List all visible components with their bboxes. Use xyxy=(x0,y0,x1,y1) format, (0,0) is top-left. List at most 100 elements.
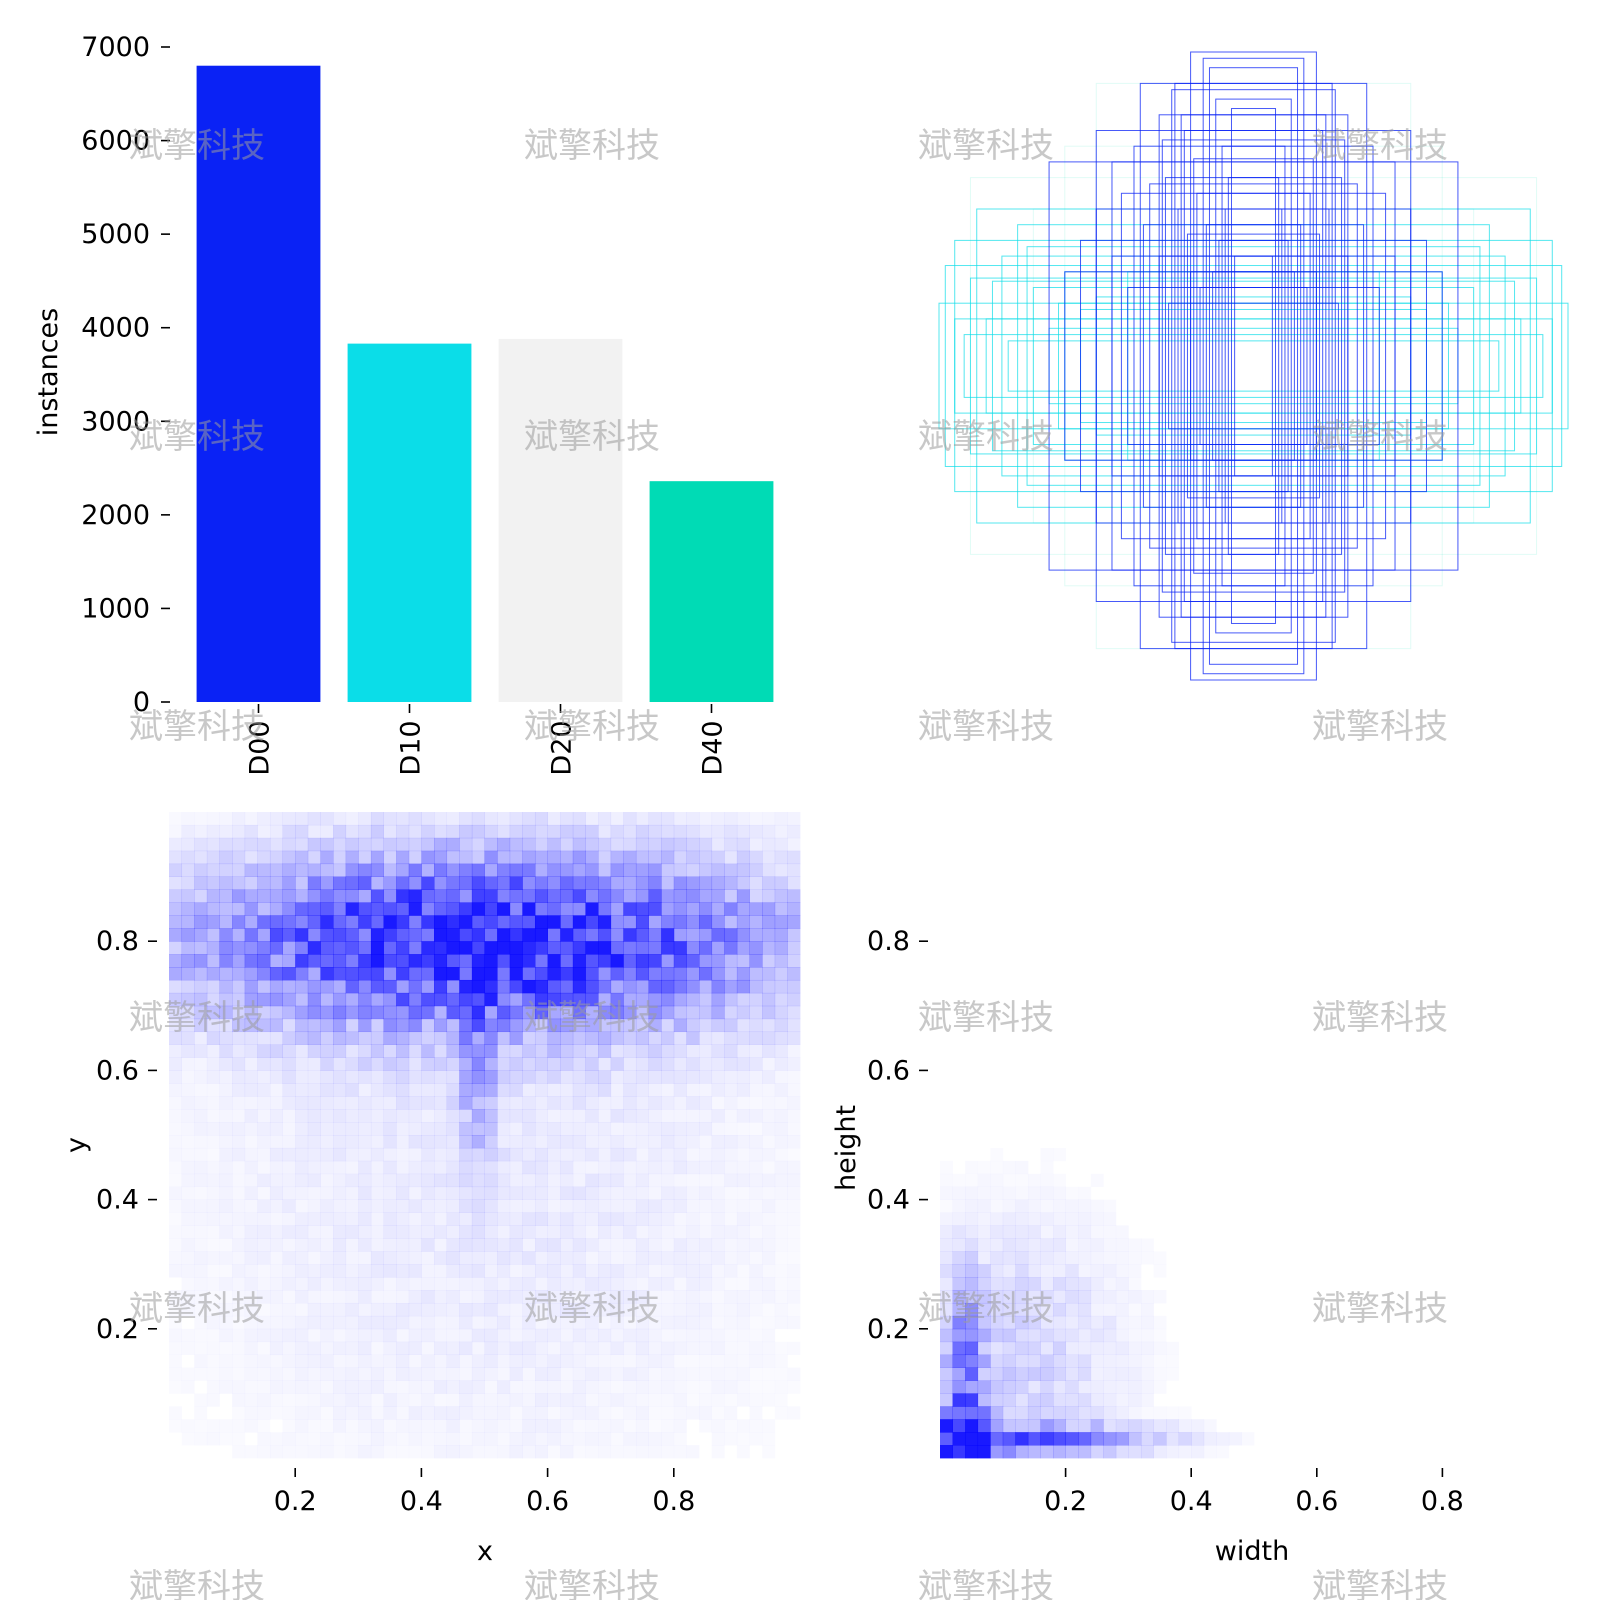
box-d00 xyxy=(1221,145,1286,587)
xy-cell xyxy=(762,1083,775,1096)
xy-cell xyxy=(572,1367,586,1381)
xy-cell xyxy=(181,1057,195,1071)
xy-cell xyxy=(370,1005,384,1020)
xy-cell xyxy=(320,876,334,890)
xy-cell xyxy=(219,915,233,929)
xy-cell xyxy=(497,1173,511,1188)
xy-cell xyxy=(370,1186,384,1200)
xy-cell xyxy=(257,1031,271,1045)
xy-cell xyxy=(257,1342,270,1355)
xy-cell xyxy=(295,837,309,852)
xy-cell xyxy=(194,1160,208,1175)
wh-cell xyxy=(1115,1302,1129,1317)
xy-cell xyxy=(358,1173,372,1188)
xy-cell xyxy=(471,902,485,916)
wh-cell xyxy=(1154,1264,1167,1277)
xy-cell xyxy=(737,1329,750,1342)
xy-cell xyxy=(497,1070,511,1084)
xy-cell xyxy=(560,1109,574,1123)
xy-cell xyxy=(522,1147,536,1162)
xy-cell xyxy=(282,889,296,903)
xy-cell xyxy=(459,1199,473,1213)
xy-cell xyxy=(383,1070,397,1084)
xy-cell xyxy=(509,1290,523,1304)
xy-cell xyxy=(471,1238,485,1252)
xy-cell xyxy=(333,992,347,1007)
xy-cell xyxy=(434,1186,448,1200)
xy-cell xyxy=(635,863,649,877)
xy-cell xyxy=(787,850,801,865)
wh-cell xyxy=(990,1174,1003,1187)
xy-cell xyxy=(699,1380,712,1393)
xy-cell xyxy=(320,1160,334,1175)
xy-cell xyxy=(712,1096,725,1109)
xy-cell xyxy=(787,967,801,981)
xy-cell xyxy=(623,1393,637,1407)
xy-cell xyxy=(661,837,675,852)
xy-cell xyxy=(610,1083,624,1097)
xy-cell xyxy=(194,915,208,929)
xy-cell xyxy=(724,1173,738,1188)
xy-cell xyxy=(686,1148,699,1161)
xy-cell xyxy=(534,812,548,826)
xy-cell xyxy=(219,979,233,994)
xy-cell xyxy=(269,1186,283,1200)
xy-cell xyxy=(333,1225,347,1239)
xy-cell xyxy=(534,1341,548,1356)
xy-cell xyxy=(572,1290,586,1304)
xy-cell xyxy=(383,1393,397,1407)
xy-cell xyxy=(762,1355,775,1368)
wh-cell xyxy=(940,1277,953,1291)
xy-cell xyxy=(623,837,637,852)
wh-cell xyxy=(940,1212,953,1226)
xy-cell xyxy=(548,1445,561,1458)
xy-cell xyxy=(358,1341,372,1356)
xy-cell xyxy=(396,837,410,852)
xy-cell xyxy=(711,1018,725,1033)
xy-cell xyxy=(244,979,258,994)
xy-cell xyxy=(484,876,498,890)
xy-cell xyxy=(787,863,801,877)
xy-cell xyxy=(787,1018,801,1033)
xy-cell xyxy=(459,1251,473,1265)
xy-cell xyxy=(649,1380,662,1393)
xy-cell xyxy=(635,954,649,968)
xy-cell xyxy=(484,1122,498,1136)
xy-cell xyxy=(522,1432,536,1446)
wh-cell xyxy=(1154,1251,1167,1264)
wh-cell xyxy=(1002,1315,1016,1330)
xy-cell xyxy=(560,954,574,968)
xy-cell xyxy=(560,1057,574,1071)
xy-cell xyxy=(762,850,776,865)
wh-cell xyxy=(1002,1225,1016,1239)
wh-cell xyxy=(990,1419,1004,1433)
xy-cell xyxy=(522,824,536,839)
xy-cell xyxy=(232,1368,245,1381)
xy-cell xyxy=(522,928,536,942)
xy-cell xyxy=(560,1380,573,1393)
xy-cell xyxy=(547,1122,561,1136)
xy-cell xyxy=(282,1070,296,1084)
wh-cell xyxy=(1091,1213,1104,1226)
wh-cell xyxy=(1027,1302,1041,1317)
xy-cell xyxy=(358,876,372,890)
xy-cell xyxy=(232,1238,246,1252)
xy-cell xyxy=(345,1122,359,1136)
xy-cell xyxy=(383,1302,397,1317)
xy-cell xyxy=(245,1445,258,1458)
xy-cell xyxy=(610,1057,624,1071)
wh-cell xyxy=(1103,1432,1117,1446)
xy-cell xyxy=(686,837,700,852)
xy-cell xyxy=(699,1005,713,1020)
xy-cell xyxy=(522,941,536,955)
xy-cell xyxy=(547,941,561,955)
watermark-text: 斌擎科技 xyxy=(524,707,660,747)
xy-cell xyxy=(673,824,687,839)
xy-cell xyxy=(257,889,271,903)
xy-cell xyxy=(307,1083,321,1097)
xy-cell xyxy=(345,941,359,955)
xy-cell xyxy=(206,1122,220,1136)
wh-cell xyxy=(1140,1432,1154,1446)
xy-cell xyxy=(471,1031,485,1045)
xy-cell xyxy=(711,1083,725,1097)
